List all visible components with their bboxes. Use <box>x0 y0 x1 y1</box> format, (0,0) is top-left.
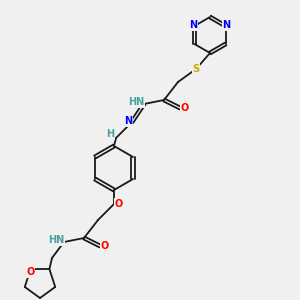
Text: H: H <box>106 129 114 139</box>
Text: HN: HN <box>128 97 144 107</box>
Text: N: N <box>189 20 197 30</box>
Text: HN: HN <box>48 235 64 245</box>
Text: O: O <box>101 241 109 251</box>
Text: N: N <box>124 116 132 126</box>
Text: O: O <box>115 199 123 209</box>
Text: S: S <box>192 64 200 74</box>
Text: N: N <box>223 20 231 30</box>
Text: O: O <box>26 267 35 277</box>
Text: O: O <box>181 103 189 113</box>
